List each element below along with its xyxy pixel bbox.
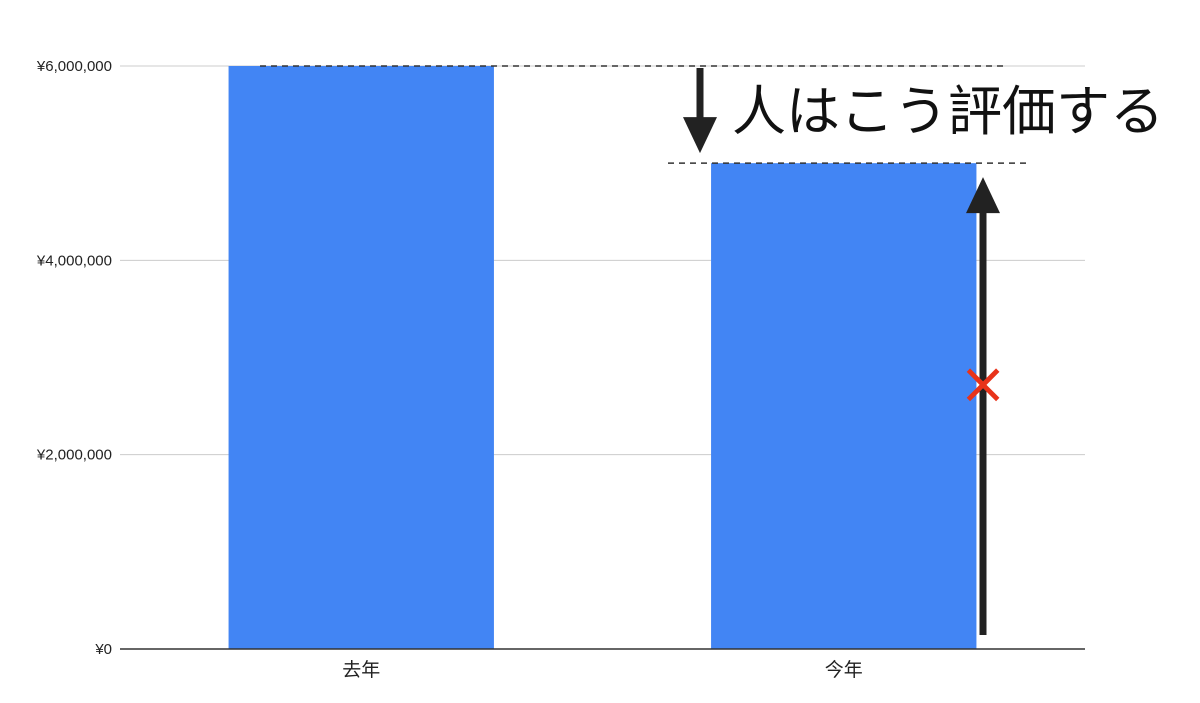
down-arrow-icon	[683, 117, 717, 154]
bar	[711, 163, 977, 649]
x-category-label: 去年	[342, 659, 380, 681]
annotations: 人はこう評価する ×	[260, 65, 1164, 635]
x-axis-categories: 去年 今年	[342, 659, 863, 681]
cross-mark-icon: ×	[959, 349, 1008, 417]
x-category-label: 今年	[825, 659, 863, 681]
y-axis-ticks: ¥0 ¥2,000,000 ¥4,000,000 ¥6,000,000	[36, 58, 112, 658]
up-arrow-icon	[966, 177, 1000, 214]
bars	[228, 66, 977, 649]
bar	[228, 66, 494, 649]
y-tick-label: ¥0	[94, 641, 112, 658]
y-tick-label: ¥6,000,000	[36, 58, 112, 75]
y-tick-label: ¥2,000,000	[36, 447, 112, 464]
y-tick-label: ¥4,000,000	[36, 252, 112, 269]
annotation-text: 人はこう評価する	[732, 80, 1164, 143]
